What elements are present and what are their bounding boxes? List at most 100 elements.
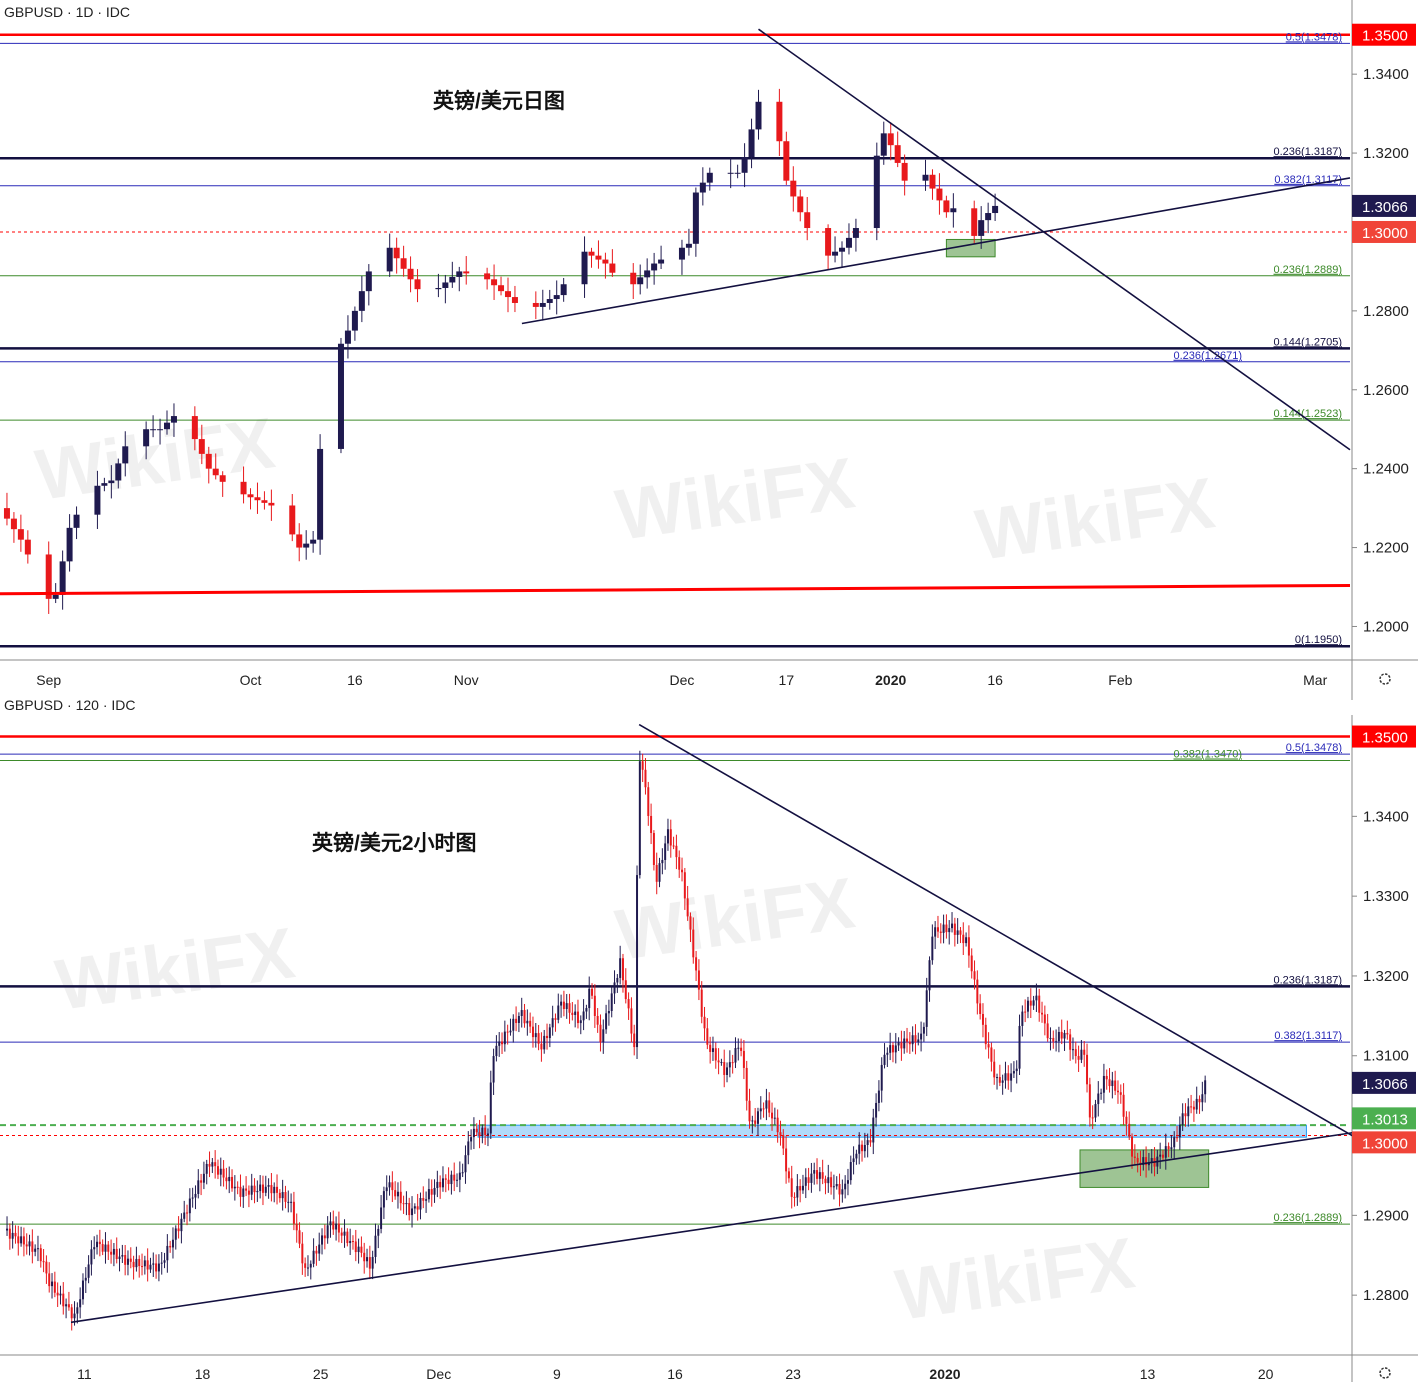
- candle-body: [540, 1043, 543, 1050]
- candle-body: [647, 787, 650, 816]
- candle-body: [1074, 1049, 1077, 1057]
- candle-body: [118, 1256, 121, 1259]
- candle-body: [433, 1187, 436, 1195]
- candle-body: [166, 1245, 169, 1261]
- candle-body: [422, 1197, 425, 1201]
- candle-body: [1026, 1000, 1029, 1012]
- candle-body: [1038, 995, 1041, 1013]
- candle-body: [171, 1239, 174, 1248]
- candle-body: [863, 1144, 866, 1152]
- candle-body: [783, 141, 790, 181]
- candle-body: [73, 1313, 76, 1319]
- candle-body: [1111, 1080, 1114, 1087]
- gear-icon[interactable]: [1379, 673, 1391, 685]
- candle-body: [11, 1232, 14, 1239]
- zone-box: [1079, 1149, 1210, 1188]
- candle-body: [396, 1191, 399, 1197]
- candle-body: [281, 1192, 284, 1199]
- candle-body: [233, 1186, 236, 1189]
- gear-icon[interactable]: [1379, 1367, 1391, 1379]
- candle-body: [456, 1179, 459, 1181]
- candle-body: [695, 957, 698, 971]
- candle-body: [506, 1031, 509, 1033]
- candle-body: [1043, 1014, 1046, 1024]
- candle-body: [920, 1033, 923, 1040]
- candle-body: [228, 1176, 231, 1182]
- candle-body: [894, 145, 901, 163]
- candle-body: [1198, 1098, 1201, 1103]
- candle-body: [948, 928, 951, 933]
- candle-body: [1114, 1080, 1117, 1091]
- price-label-text: 1.3500: [1362, 28, 1408, 45]
- candle-body: [180, 1218, 183, 1232]
- candle-body: [351, 310, 358, 331]
- candle-body: [675, 845, 678, 858]
- candle-body: [889, 1045, 892, 1053]
- candle-body: [595, 255, 602, 260]
- candle-body: [343, 1231, 346, 1236]
- candle-body: [951, 923, 954, 929]
- candle-body: [202, 1173, 205, 1183]
- price-tick-label: 1.3400: [1363, 66, 1409, 83]
- candle-body: [830, 1177, 833, 1188]
- watermark-logo: WikiFX: [611, 863, 859, 976]
- candle-body: [344, 330, 351, 344]
- candle-body: [413, 1206, 416, 1209]
- fib-level-label: 0.236(1.2889): [1274, 1212, 1343, 1224]
- candle-body: [115, 463, 122, 481]
- candle-body: [254, 497, 261, 501]
- candle-body: [394, 1190, 397, 1197]
- candle-body: [267, 1185, 270, 1187]
- candle-body: [212, 468, 219, 476]
- price-tick-label: 1.2800: [1363, 1287, 1409, 1304]
- price-tick-label: 1.2600: [1363, 382, 1409, 399]
- candle-body: [523, 1010, 526, 1024]
- candle-body: [872, 1117, 875, 1143]
- candle-body: [10, 518, 17, 530]
- candle-body: [720, 1062, 723, 1064]
- candle-body: [236, 1186, 239, 1188]
- candle-body: [135, 1258, 138, 1268]
- fib-level-label: 0.144(1.2705): [1274, 336, 1343, 348]
- candle-body: [1145, 1157, 1148, 1166]
- candle-body: [400, 258, 407, 269]
- candle-body: [883, 1054, 886, 1065]
- candle-body: [1170, 1147, 1173, 1150]
- fib-level-label: 0.5(1.3478): [1286, 742, 1342, 754]
- candle-body: [216, 1166, 219, 1175]
- candle-body: [801, 1185, 804, 1191]
- candle-body: [354, 1241, 357, 1253]
- time-tick-label: 17: [779, 672, 795, 688]
- candle-body: [727, 172, 734, 174]
- candle-body: [247, 1190, 250, 1195]
- candle-body: [1086, 1054, 1089, 1085]
- candle-body: [87, 1264, 90, 1278]
- candle-body: [447, 1179, 450, 1185]
- candle-body: [491, 279, 498, 286]
- candle-body: [52, 594, 59, 599]
- candle-body: [253, 1185, 256, 1193]
- candle-body: [268, 502, 275, 506]
- candle-body: [914, 1035, 917, 1043]
- candle-body: [959, 930, 962, 935]
- candle-body: [861, 1144, 864, 1152]
- trendline: [0, 583, 1351, 596]
- candle-body: [315, 1250, 318, 1254]
- candle-body: [501, 1041, 504, 1045]
- candle-body: [996, 1077, 999, 1079]
- price-label-badge: [1352, 194, 1416, 217]
- candle-body: [858, 1144, 861, 1154]
- candle-body: [526, 1020, 529, 1024]
- candle-body: [845, 237, 852, 248]
- candle-body: [98, 1241, 101, 1245]
- candle-body: [56, 1292, 59, 1296]
- candle-body: [323, 1235, 326, 1239]
- candle-body: [51, 1281, 54, 1287]
- candle-body: [39, 1248, 42, 1262]
- candle-body: [711, 1048, 714, 1052]
- candle-body: [1173, 1137, 1176, 1148]
- time-tick-label: Nov: [454, 672, 479, 688]
- candle-body: [1184, 1113, 1187, 1117]
- candle-body: [1150, 1158, 1153, 1163]
